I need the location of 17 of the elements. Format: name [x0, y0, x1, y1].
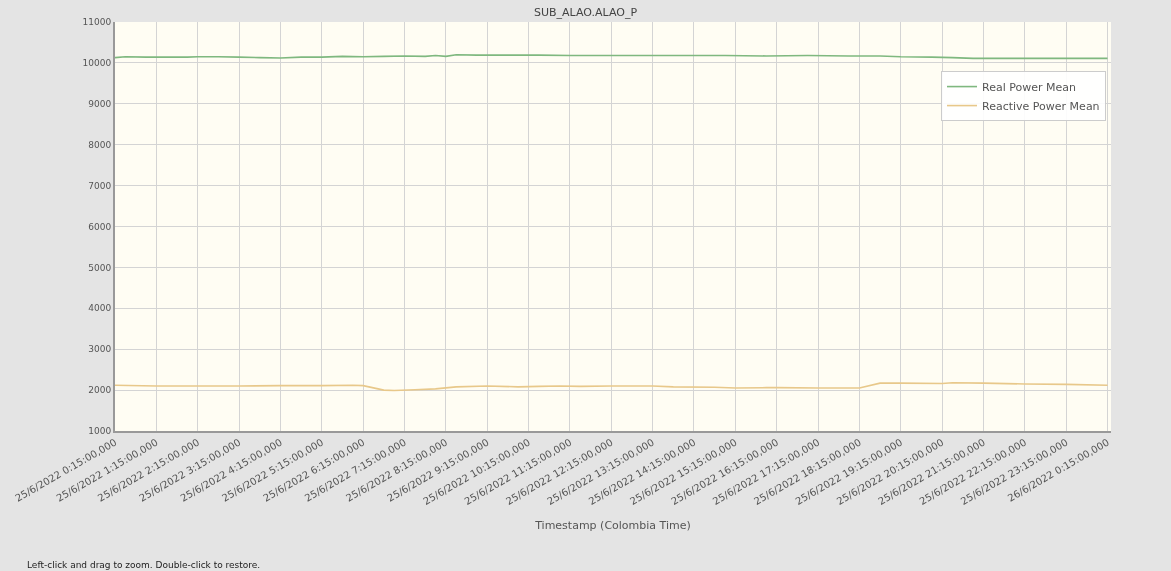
y-tick-label: 1000 [88, 426, 112, 437]
x-axis-title: Timestamp (Colombia Time) [534, 518, 691, 532]
legend-label: Real Power Mean [982, 80, 1076, 94]
y-tick-label: 2000 [88, 385, 112, 396]
chart-title: SUB_ALAO.ALAO_P [533, 6, 638, 20]
y-tick-label: 4000 [88, 303, 112, 314]
y-tick-label: 8000 [88, 139, 112, 150]
y-tick-label: 3000 [88, 344, 112, 355]
line-series [115, 381, 1109, 392]
y-tick-label: 11000 [82, 17, 112, 28]
y-tick-label: 5000 [88, 262, 112, 273]
y-tick-label: 10000 [82, 58, 112, 69]
y-tick-label: 7000 [88, 180, 112, 191]
legend-label: Reactive Power Mean [982, 99, 1100, 113]
text: Left-click and drag to zoom. Double-click to restore. [27, 560, 261, 570]
y-tick-label: 9000 [88, 98, 112, 109]
y-tick-label: 6000 [88, 221, 112, 232]
